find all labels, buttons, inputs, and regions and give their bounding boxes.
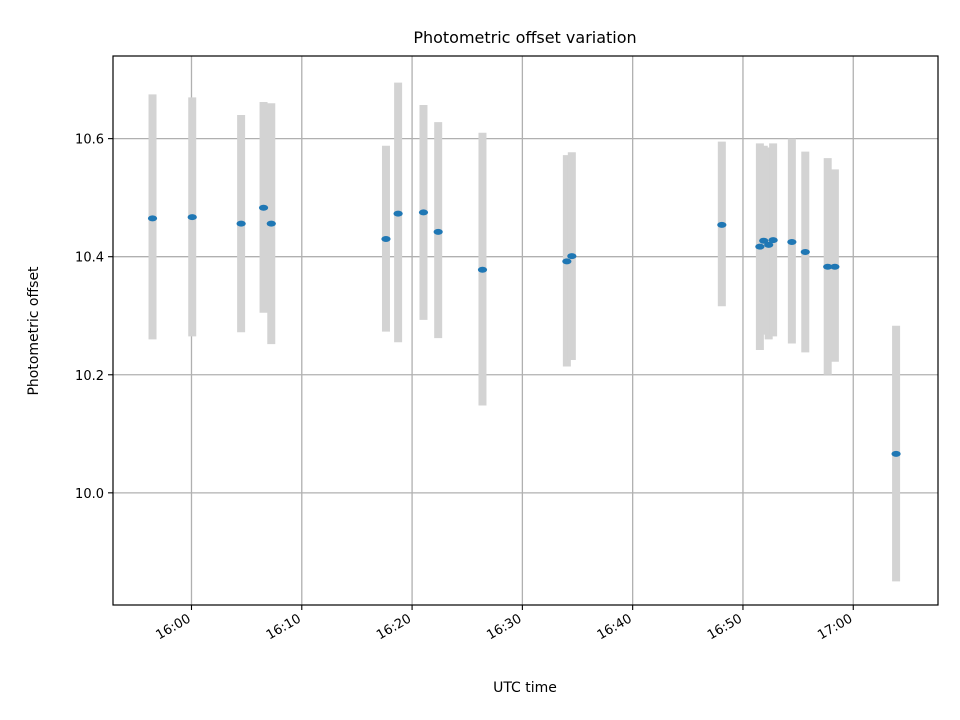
y-tick-label: 10.0 [75, 487, 104, 502]
grid-layer [113, 56, 938, 605]
data-point [236, 220, 246, 227]
y-axis-label: Photometric offset [26, 266, 42, 396]
plot-frame [112, 55, 939, 606]
data-point [266, 220, 276, 227]
data-point [755, 243, 765, 250]
data-point [433, 228, 443, 235]
data-point [562, 258, 572, 265]
y-tick-label: 10.2 [75, 369, 104, 384]
data-point [823, 263, 833, 270]
data-point [800, 248, 810, 255]
data-point [764, 241, 774, 248]
data-point [787, 238, 797, 245]
data-point [147, 215, 158, 222]
data-point [381, 236, 391, 242]
data-point [418, 209, 429, 216]
data-point [830, 263, 840, 270]
y-tick-label: 10.4 [75, 251, 104, 266]
x-axis-label: UTC time [493, 680, 557, 696]
data-point [393, 210, 403, 217]
chart-title: Photometric offset variation [413, 28, 636, 47]
data-point [717, 221, 727, 228]
data-point [768, 237, 778, 244]
y-tick-label: 10.6 [75, 133, 104, 148]
data-point [187, 214, 197, 221]
data-point [759, 237, 769, 244]
data-point [477, 266, 488, 273]
point-layer [147, 204, 901, 457]
data-point [258, 204, 269, 211]
data-point [567, 253, 577, 260]
data-point [891, 450, 901, 457]
